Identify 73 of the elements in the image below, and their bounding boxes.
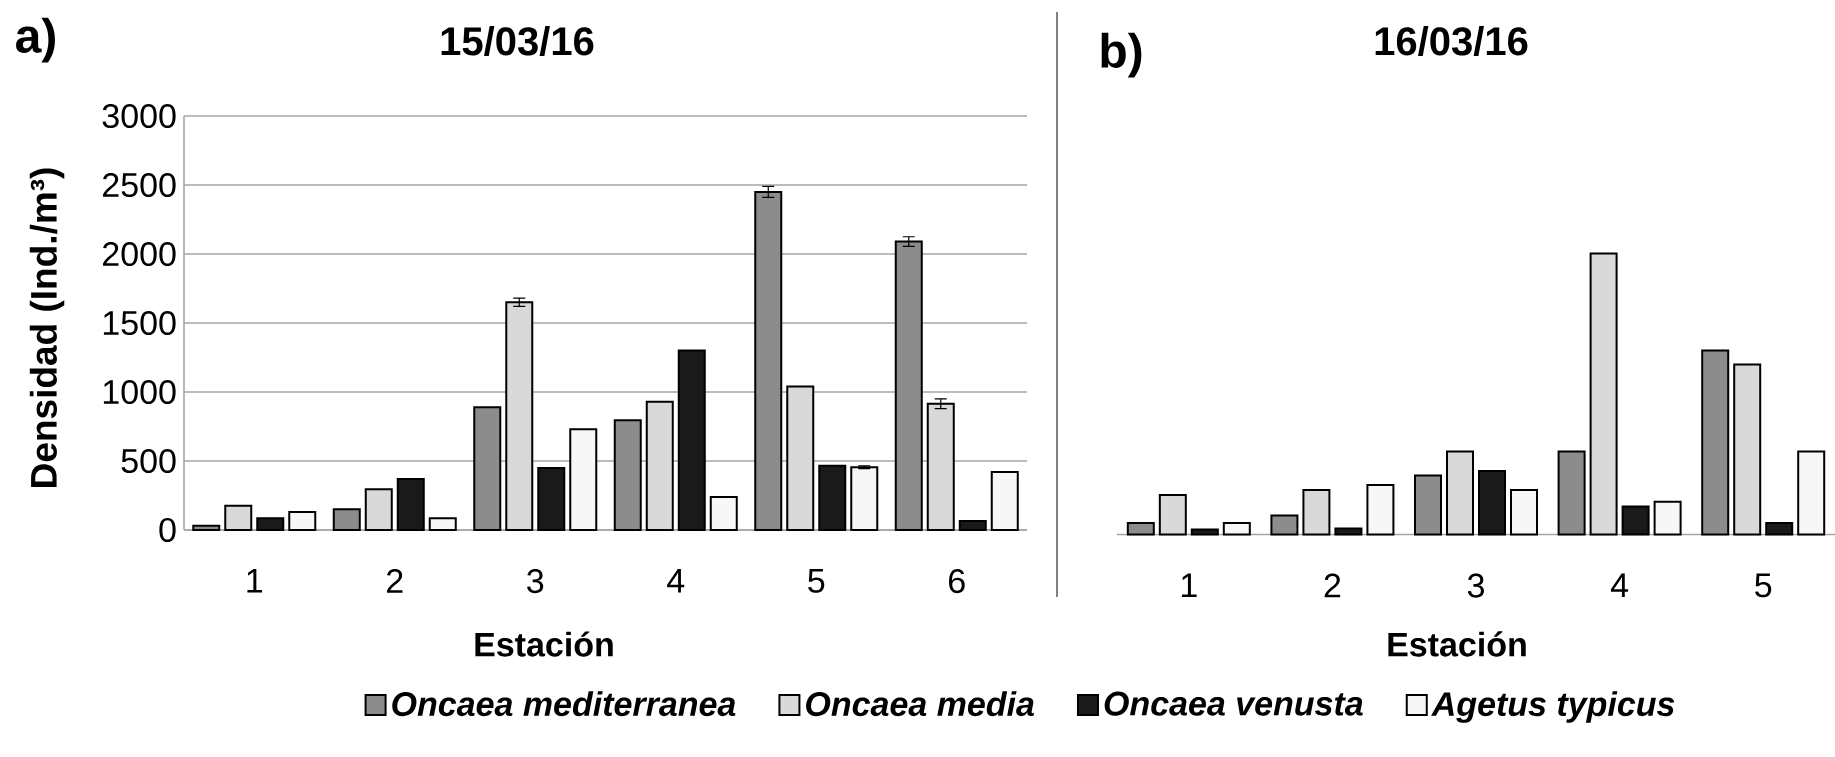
bar <box>288 511 317 531</box>
legend-label: Agetus typicus <box>1431 691 1675 723</box>
x-tick-label: 4 <box>1610 573 1629 597</box>
bar <box>1222 521 1251 536</box>
bar <box>364 488 393 531</box>
bar <box>1701 349 1730 536</box>
bar <box>192 524 221 531</box>
y-tick-label: 1500 <box>103 310 176 336</box>
legend-label: Oncaea media <box>806 691 1034 717</box>
chart-title: 15/03/16 <box>441 26 594 56</box>
bar <box>505 301 534 531</box>
bar <box>1765 521 1794 536</box>
bar <box>1158 493 1187 536</box>
chart-title: 16/03/16 <box>1375 26 1528 56</box>
y-tick-label: 1000 <box>103 379 176 405</box>
y-tick-label: 3000 <box>102 103 176 129</box>
bar <box>1126 521 1155 536</box>
bar <box>1302 489 1331 536</box>
bar <box>224 504 253 531</box>
bar <box>926 402 955 531</box>
bar <box>256 517 285 531</box>
bar <box>428 517 457 531</box>
y-tick-label: 0 <box>159 517 176 543</box>
x-tick-label: 1 <box>1181 573 1197 597</box>
bar <box>1270 514 1299 536</box>
x-tick-label: 6 <box>949 569 965 594</box>
bar <box>1478 470 1507 536</box>
bar <box>1797 450 1826 536</box>
bar <box>613 419 642 531</box>
bar <box>473 406 502 531</box>
bar <box>645 400 674 531</box>
legend-label: Oncaea mediterranea <box>392 691 736 717</box>
bar <box>990 471 1019 531</box>
text: b) <box>1101 32 1142 78</box>
y-tick-label: 500 <box>121 448 176 474</box>
bar <box>1190 528 1219 536</box>
bar <box>958 520 987 531</box>
bar <box>1366 484 1395 536</box>
x-axis-title: Estación <box>1388 631 1526 657</box>
y-tick-label: 2000 <box>103 241 176 267</box>
bar <box>332 508 361 531</box>
x-tick-label: 2 <box>387 569 403 593</box>
x-axis-title: Estación <box>475 631 613 657</box>
bar <box>1653 500 1682 536</box>
x-tick-label: 3 <box>527 569 544 594</box>
x-tick-label: 5 <box>808 569 825 593</box>
x-tick-label: 1 <box>247 569 263 593</box>
bar <box>1733 363 1762 536</box>
bar <box>1334 527 1363 536</box>
y-axis-title: Densidad (Ind./m³) <box>29 168 65 487</box>
bar <box>754 190 783 531</box>
x-tick-label: 3 <box>1467 573 1484 598</box>
bar <box>1414 474 1443 536</box>
x-tick-label: 2 <box>1324 573 1341 598</box>
bar <box>1621 505 1650 536</box>
bar <box>1557 450 1586 536</box>
bar <box>786 385 815 531</box>
bar <box>818 464 847 531</box>
bar <box>1510 489 1539 536</box>
bar <box>1589 252 1618 536</box>
bar <box>1446 450 1475 536</box>
y-tick-label: 2500 <box>103 172 176 198</box>
x-tick-label: 4 <box>667 569 685 593</box>
bar <box>569 428 598 531</box>
bar <box>709 495 738 531</box>
bar <box>677 349 706 531</box>
bar <box>894 240 923 531</box>
legend-label: Oncaea venusta <box>1104 691 1363 716</box>
x-tick-label: 5 <box>1755 573 1772 598</box>
text: a) <box>16 17 55 63</box>
bar <box>396 477 425 531</box>
bar <box>850 466 879 531</box>
bar <box>537 466 566 531</box>
